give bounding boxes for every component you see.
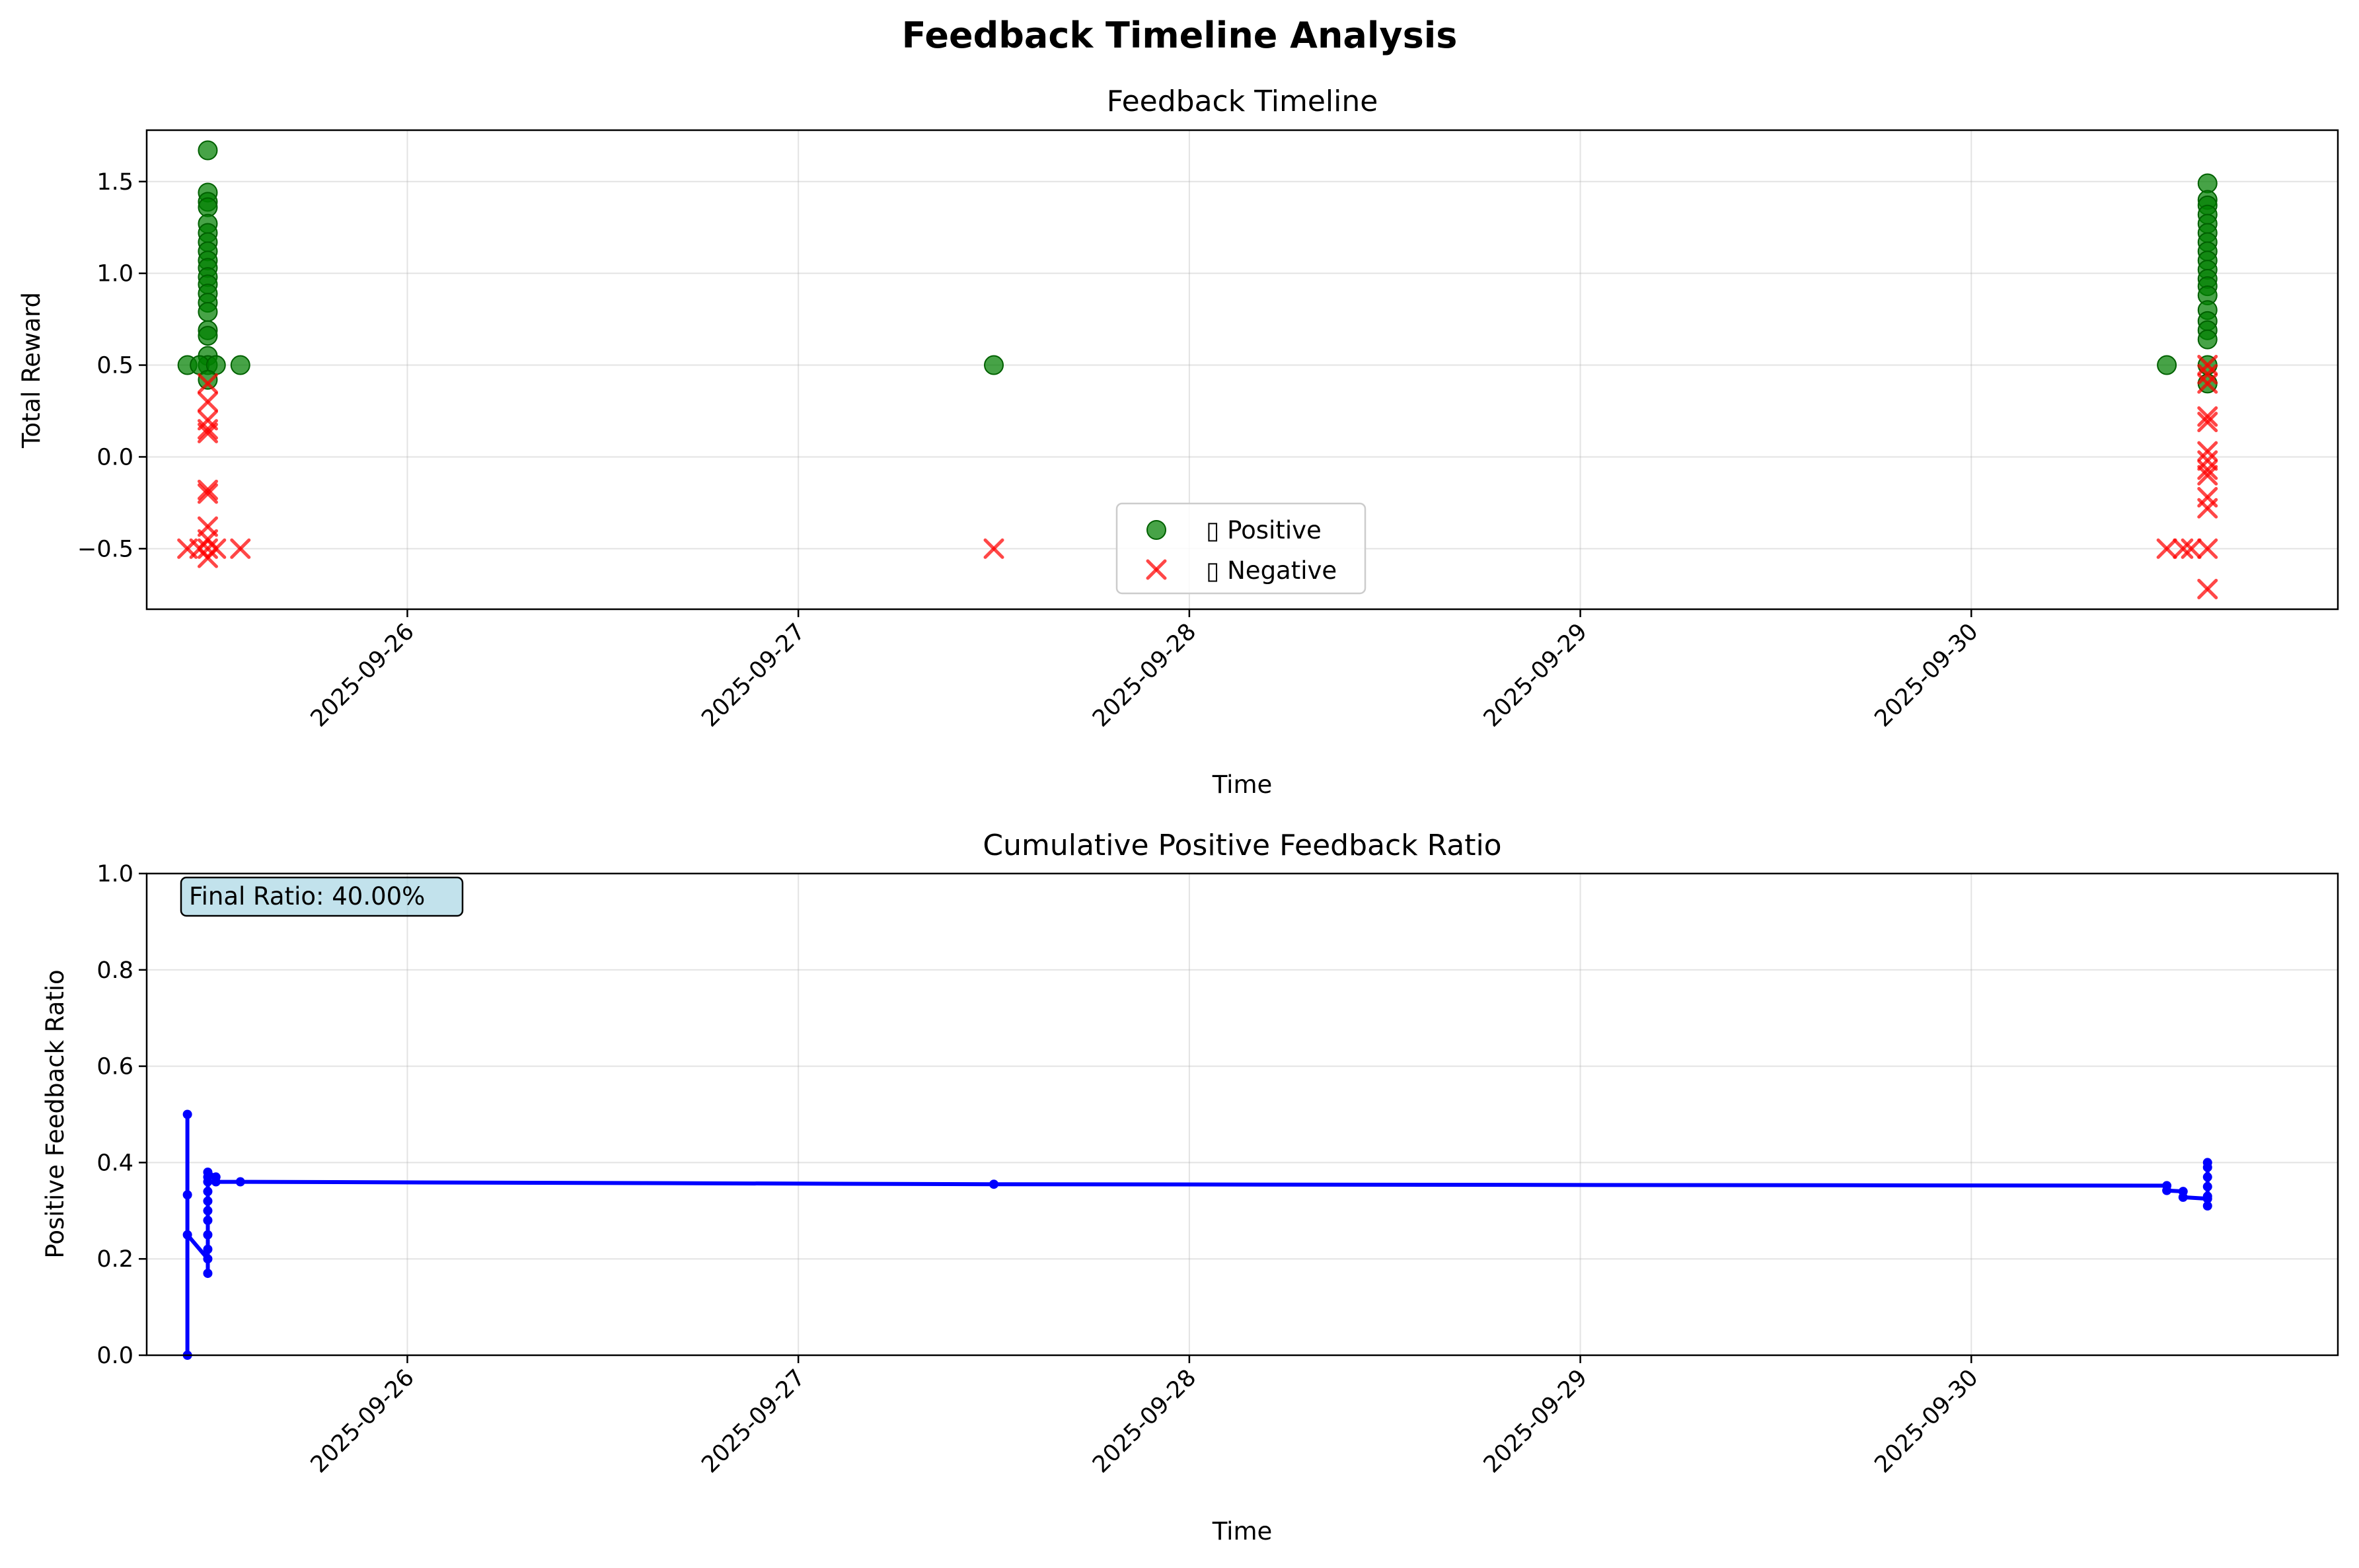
negative-point (197, 547, 218, 568)
y-tick-label: 0.0 (96, 1343, 133, 1369)
ratio-point (203, 1230, 213, 1240)
legend-positive-label: ▯ Positive (1206, 516, 1322, 544)
negative-point (2197, 498, 2218, 519)
plot-title: Feedback Timeline (1107, 85, 1378, 118)
ratio-point (203, 1206, 213, 1216)
y-axis-label: Total Reward (17, 292, 46, 449)
positive-point (230, 355, 250, 375)
legend: ▯ Positive ▯ Negative (1115, 502, 1367, 595)
grid-lines (147, 130, 2338, 609)
final-ratio-annotation: Final Ratio: 40.00% (180, 876, 464, 917)
plot-frame (145, 129, 2339, 611)
y-tick-label: 0.8 (96, 957, 133, 984)
negative-point (2197, 578, 2218, 599)
y-tick-label: 1.0 (96, 261, 133, 287)
legend-negative-marker (1146, 559, 1167, 580)
positive-point (198, 197, 218, 217)
y-tick-label: 0.0 (96, 444, 133, 470)
ratio-point (2202, 1191, 2212, 1201)
x-axis-label: Time (1212, 1517, 1273, 1546)
negative-point (2173, 538, 2194, 559)
ratio-point (203, 1254, 213, 1264)
ratio-point (989, 1179, 999, 1189)
y-tick-label: 0.4 (96, 1150, 133, 1176)
negative-point (197, 422, 218, 443)
negative-point (2197, 412, 2218, 433)
negative-point (197, 483, 218, 504)
negative-point (2156, 538, 2177, 559)
positive-point (198, 326, 218, 346)
y-tick-label: 0.5 (96, 353, 133, 379)
y-axis-ticks: 0.0 0.2 0.4 0.6 0.8 1.0 (96, 861, 147, 1369)
ratio-point (203, 1196, 213, 1206)
ratio-point (203, 1269, 213, 1279)
scatter-points (177, 140, 2218, 599)
positive-point (2197, 329, 2218, 350)
ratio-point (2202, 1172, 2212, 1182)
negative-point (983, 538, 1004, 559)
negative-point (197, 419, 218, 440)
ratio-point (211, 1177, 221, 1187)
negative-point (230, 538, 251, 559)
positive-point (198, 302, 218, 322)
positive-point (2197, 173, 2218, 194)
negative-point (2197, 459, 2218, 480)
ratio-point (2162, 1185, 2172, 1195)
negative-point (197, 479, 218, 500)
plot-title: Cumulative Positive Feedback Ratio (983, 829, 1501, 862)
negative-point (2197, 538, 2218, 559)
figure-title: Feedback Timeline Analysis (902, 15, 1458, 56)
ratio-point (2202, 1181, 2212, 1191)
y-tick-label: 1.0 (96, 861, 133, 887)
y-tick-label: 1.5 (96, 169, 133, 196)
positive-point (984, 355, 1004, 375)
ratio-point (203, 1167, 213, 1177)
y-axis-label: Positive Feedback Ratio (41, 969, 69, 1258)
negative-point (2197, 465, 2218, 486)
annotation-text: Final Ratio: 40.00% (189, 882, 425, 911)
legend-positive-marker (1146, 520, 1166, 540)
ratio-point (203, 1215, 213, 1225)
ratio-point (182, 1109, 192, 1119)
ratio-point (2202, 1158, 2212, 1168)
x-axis-label: Time (1212, 770, 1273, 799)
ratio-point (2178, 1192, 2188, 1202)
y-tick-label: −0.5 (77, 536, 133, 562)
plot-frame (145, 872, 2339, 1357)
ratio-line (182, 1109, 2212, 1360)
legend-negative-label: ▯ Negative (1206, 556, 1337, 585)
ratio-point (182, 1190, 192, 1200)
positive-point (2157, 355, 2177, 375)
y-axis-ticks: −0.5 0.0 0.5 1.0 1.5 (77, 169, 147, 562)
positive-point (198, 369, 218, 390)
negative-point (197, 373, 218, 394)
negative-point (197, 391, 218, 412)
y-tick-label: 0.2 (96, 1246, 133, 1273)
ratio-point (203, 1187, 213, 1197)
ratio-point (2202, 1201, 2212, 1211)
ratio-point (235, 1177, 245, 1187)
negative-point (2197, 406, 2218, 427)
legend-box (1115, 502, 1367, 595)
ratio-point (203, 1244, 213, 1254)
ratio-point (182, 1230, 192, 1240)
y-tick-label: 0.6 (96, 1054, 133, 1080)
negative-point (2181, 538, 2202, 559)
annotation-box (180, 876, 464, 917)
positive-point (198, 140, 218, 161)
negative-point (2197, 373, 2218, 394)
